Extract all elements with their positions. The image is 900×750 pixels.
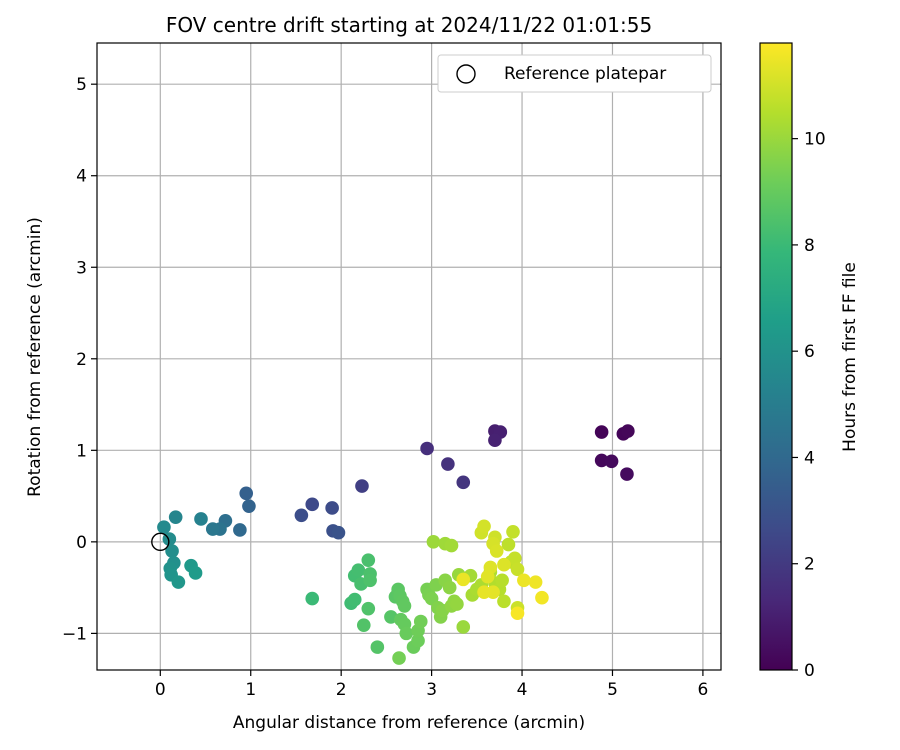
colorbar-tick-label: 4 <box>804 448 815 468</box>
scatter-point <box>444 538 459 553</box>
y-tick-label: 4 <box>76 167 87 187</box>
scatter-point <box>420 441 434 456</box>
y-tick-label: 2 <box>76 350 87 370</box>
scatter-point <box>477 585 491 599</box>
scatter-point <box>489 544 504 558</box>
colorbar-label: Hours from first FF file <box>840 262 860 452</box>
scatter-point <box>361 601 376 616</box>
y-tick-label: −1 <box>62 624 87 644</box>
scatter-point <box>497 594 511 609</box>
colorbar-tick-label: 8 <box>804 236 815 256</box>
scatter-point <box>517 573 531 588</box>
scatter-point <box>456 475 471 490</box>
y-axis-ticks: −1 0 1 2 3 4 5 <box>62 75 97 644</box>
scatter-point <box>411 633 425 648</box>
scatter-point <box>477 519 491 534</box>
scatter-point <box>506 524 520 539</box>
legend-box <box>437 54 712 93</box>
scatter-point <box>392 651 406 665</box>
scatter-point <box>604 454 619 469</box>
x-axis-label: Angular distance from reference (arcmin) <box>233 713 585 733</box>
colorbar-tick-label: 0 <box>804 661 815 681</box>
legend: Reference platepar <box>437 54 712 93</box>
scatter-point <box>399 626 414 641</box>
scatter-point <box>157 520 171 535</box>
y-tick-label: 1 <box>76 441 87 461</box>
scatter-point <box>331 525 346 540</box>
legend-label: Reference platepar <box>504 64 666 84</box>
scatter-point <box>456 572 471 587</box>
scatter-point <box>361 553 376 567</box>
scatter-point <box>233 523 247 537</box>
x-tick-label: 4 <box>517 680 528 700</box>
scatter-point <box>497 557 511 572</box>
scatter-point <box>363 573 377 588</box>
scatter-point <box>413 614 428 629</box>
scatter-point <box>305 497 320 512</box>
scatter-point <box>356 618 371 632</box>
scatter-point <box>165 544 179 558</box>
scatter-point <box>239 486 254 501</box>
scatter-point <box>351 563 366 578</box>
scatter-point <box>480 569 495 584</box>
colorbar-tick-label: 10 <box>804 130 826 150</box>
scatter-point <box>594 425 609 439</box>
y-tick-label: 0 <box>76 533 87 553</box>
y-axis-label: Rotation from reference (arcmin) <box>25 217 45 497</box>
scatter-point <box>620 467 634 481</box>
reference-marker <box>151 532 170 552</box>
scatter-point <box>397 599 412 613</box>
scatter-point <box>347 592 362 607</box>
scatter-point <box>294 508 309 523</box>
scatter-point <box>242 499 256 513</box>
scatter-point <box>528 575 543 589</box>
legend-marker-icon <box>456 64 476 84</box>
scatter-point <box>205 522 220 536</box>
scatter-point <box>495 573 509 588</box>
y-tick-label: 3 <box>76 258 87 278</box>
scatter-point <box>188 566 203 580</box>
scatter-point <box>325 501 339 515</box>
x-tick-label: 3 <box>426 680 437 700</box>
scatter-point <box>621 424 635 438</box>
scatter-point <box>450 597 464 611</box>
x-axis-ticks: 0 1 2 3 4 5 6 <box>155 670 708 700</box>
plot-frame <box>96 42 722 671</box>
scatter-point <box>168 510 183 524</box>
colorbar-tick-label: 6 <box>804 342 815 362</box>
scatter-point <box>441 457 455 471</box>
colorbar-tick-label: 2 <box>804 555 815 575</box>
scatter-point <box>442 580 457 595</box>
scatter-point <box>510 562 525 577</box>
x-tick-label: 6 <box>697 680 708 700</box>
scatter-point <box>535 590 549 605</box>
y-tick-label: 5 <box>76 75 87 95</box>
scatter-point <box>194 512 208 526</box>
scatter-point <box>488 433 502 448</box>
data-points <box>157 424 635 665</box>
colorbar-ticks: 0 2 4 6 8 10 <box>792 130 826 681</box>
scatter-point <box>370 640 385 654</box>
colorbar <box>759 42 793 671</box>
scatter-point <box>426 535 441 549</box>
scatter-point <box>171 575 186 589</box>
scatter-point <box>355 479 369 493</box>
scatter-point <box>305 591 320 606</box>
scatter-point <box>510 606 525 621</box>
x-tick-label: 5 <box>607 680 618 700</box>
x-tick-label: 1 <box>245 680 256 700</box>
scatter-point <box>508 551 522 566</box>
chart-title: FOV centre drift starting at 2024/11/22 … <box>166 13 652 37</box>
scatter-point <box>501 537 516 552</box>
scatter-point <box>594 453 609 468</box>
x-tick-label: 0 <box>155 680 166 700</box>
x-tick-label: 2 <box>336 680 347 700</box>
scatter-point <box>456 620 471 634</box>
